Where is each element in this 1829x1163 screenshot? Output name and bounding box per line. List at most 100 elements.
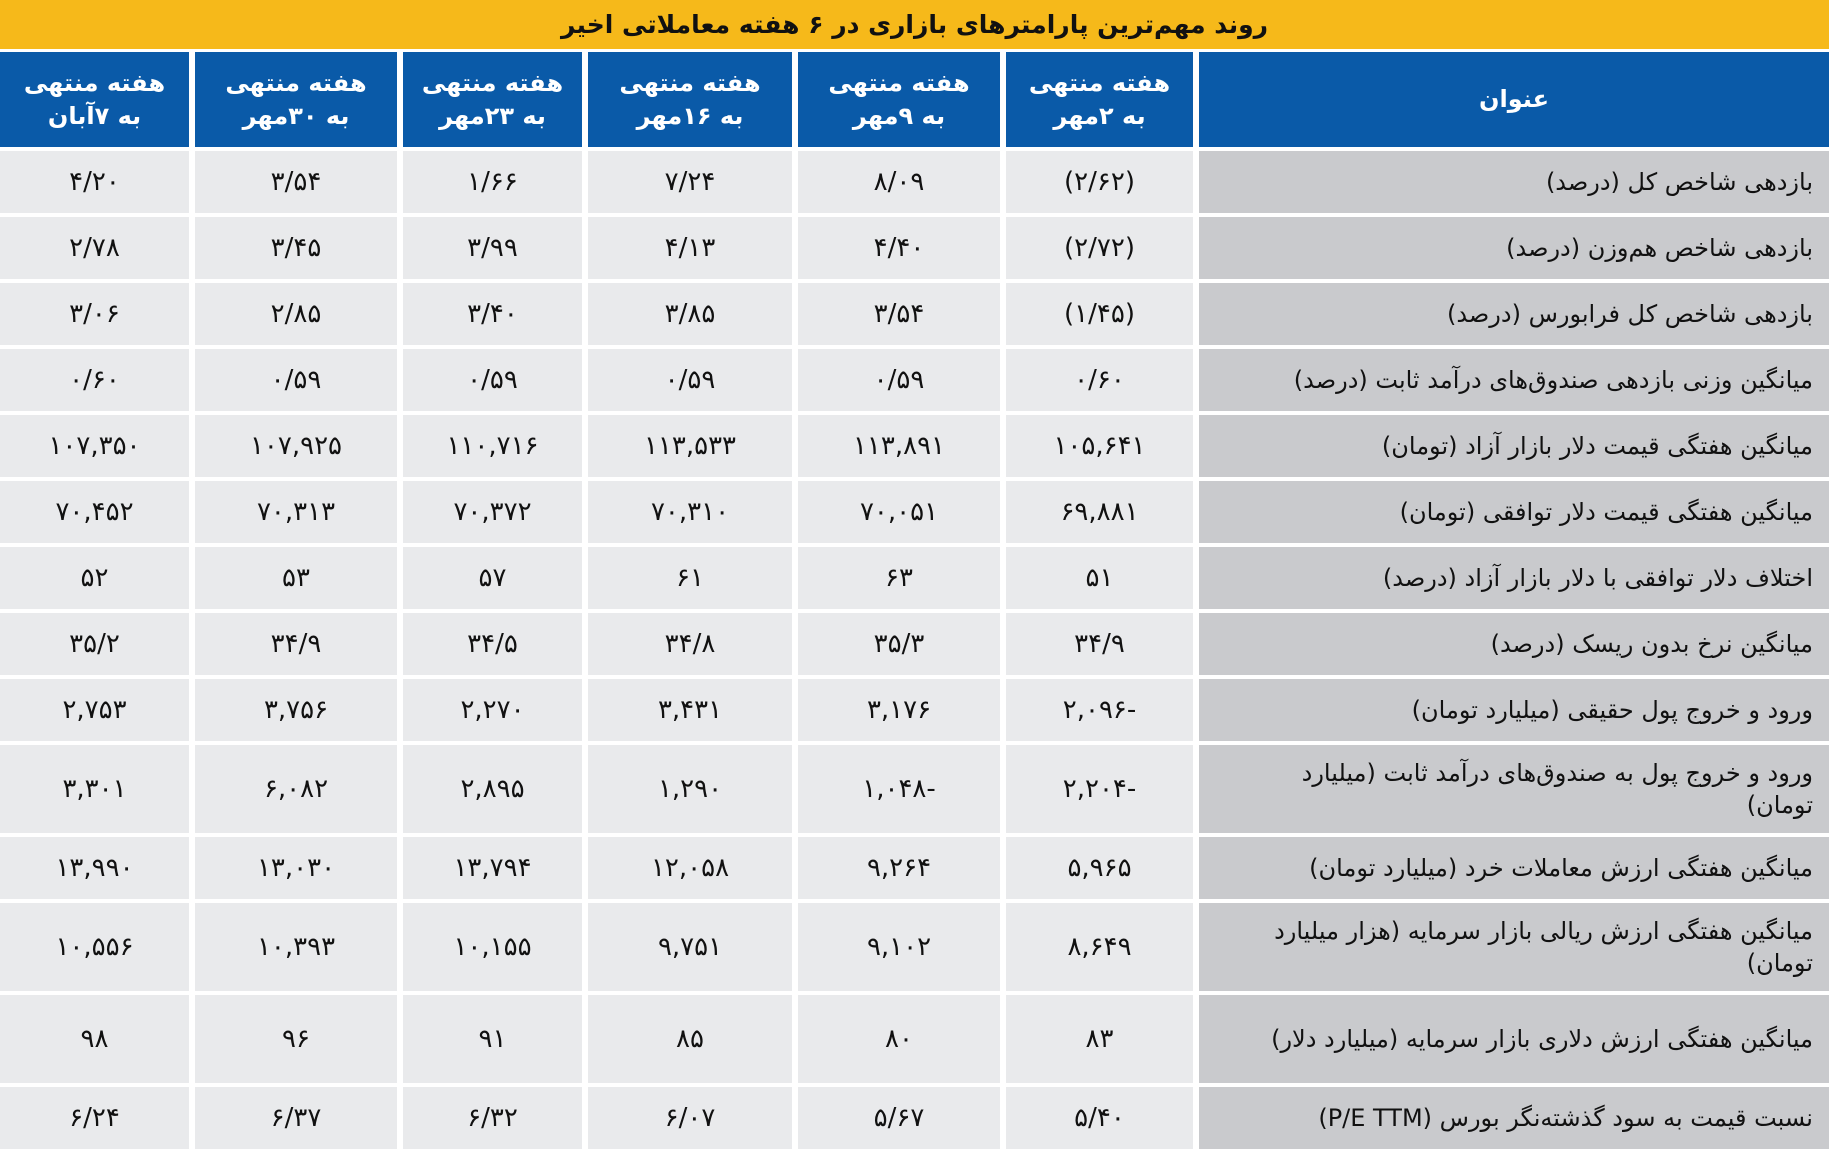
- cell-value: ۱/۶۶: [403, 151, 582, 213]
- cell-value: ۰/۶۰: [0, 349, 189, 411]
- cell-value: ۳/۵۴: [798, 283, 1000, 345]
- cell-value: ۴/۱۳: [588, 217, 792, 279]
- cell-value: ۳/۰۶: [0, 283, 189, 345]
- cell-value: ۲/۷۸: [0, 217, 189, 279]
- cell-value: ۰/۵۹: [403, 349, 582, 411]
- cell-value: -۲,۲۰۴: [1006, 745, 1193, 833]
- row-label: ورود و خروج پول حقیقی (میلیارد تومان): [1199, 679, 1829, 741]
- row-label: میانگین هفتگی قیمت دلار توافقی (تومان): [1199, 481, 1829, 543]
- cell-value: ۵۱: [1006, 547, 1193, 609]
- cell-value: -۱,۰۴۸: [798, 745, 1000, 833]
- cell-value: ۶۹,۸۸۱: [1006, 481, 1193, 543]
- row-label: اختلاف دلار توافقی با دلار بازار آزاد (د…: [1199, 547, 1829, 609]
- cell-value: ۴/۲۰: [0, 151, 189, 213]
- cell-value: ۴/۴۰: [798, 217, 1000, 279]
- table-title: روند مهم‌ترین پارامترهای بازاری در ۶ هفت…: [0, 0, 1829, 49]
- cell-value: ۷۰,۳۷۲: [403, 481, 582, 543]
- cell-value: ۱۱۳,۸۹۱: [798, 415, 1000, 477]
- row-label: بازدهی شاخص کل فرابورس (درصد): [1199, 283, 1829, 345]
- cell-value: ۹,۷۵۱: [588, 903, 792, 991]
- header-week: هفته منتهی به ۲مهر: [1006, 52, 1193, 147]
- cell-value: ۳۴/۹: [1006, 613, 1193, 675]
- cell-value: ۶,۰۸۲: [195, 745, 397, 833]
- row-label: میانگین هفتگی ارزش معاملات خرد (میلیارد …: [1199, 837, 1829, 899]
- row-label: میانگین نرخ بدون ریسک (درصد): [1199, 613, 1829, 675]
- cell-value: ۲,۸۹۵: [403, 745, 582, 833]
- cell-value: ۱۰۷,۳۵۰: [0, 415, 189, 477]
- cell-value: ۳۴/۵: [403, 613, 582, 675]
- cell-value: ۷۰,۰۵۱: [798, 481, 1000, 543]
- cell-value: ۶/۲۴: [0, 1087, 189, 1149]
- cell-value: ۵۲: [0, 547, 189, 609]
- cell-value: ۹۶: [195, 995, 397, 1083]
- cell-value: ۹۱: [403, 995, 582, 1083]
- cell-value: ۵۳: [195, 547, 397, 609]
- cell-value: ۳,۱۷۶: [798, 679, 1000, 741]
- cell-value: ۱۳,۷۹۴: [403, 837, 582, 899]
- cell-value: ۷۰,۴۵۲: [0, 481, 189, 543]
- cell-value: ۵/۴۰: [1006, 1087, 1193, 1149]
- cell-value: ۳۵/۲: [0, 613, 189, 675]
- cell-value: ۶۳: [798, 547, 1000, 609]
- cell-value: -۲,۰۹۶: [1006, 679, 1193, 741]
- cell-value: ۱۱۳,۵۳۳: [588, 415, 792, 477]
- cell-value: ۲,۷۵۳: [0, 679, 189, 741]
- cell-value: ۸۰: [798, 995, 1000, 1083]
- cell-value: ۳,۴۳۱: [588, 679, 792, 741]
- row-label: میانگین هفتگی قیمت دلار بازار آزاد (توما…: [1199, 415, 1829, 477]
- cell-value: ۳,۳۰۱: [0, 745, 189, 833]
- cell-value: ۳/۸۵: [588, 283, 792, 345]
- cell-value: ۰/۵۹: [588, 349, 792, 411]
- cell-value: ۳/۴۵: [195, 217, 397, 279]
- cell-value: ۲/۸۵: [195, 283, 397, 345]
- row-label: میانگین هفتگی ارزش دلاری بازار سرمایه (م…: [1199, 995, 1829, 1083]
- cell-value: ۲,۲۷۰: [403, 679, 582, 741]
- cell-value: ۱۲,۰۵۸: [588, 837, 792, 899]
- cell-value: (۱/۴۵): [1006, 283, 1193, 345]
- row-label: نسبت قیمت به سود گذشته‌نگر بورس (P/E TTM…: [1199, 1087, 1829, 1149]
- row-label: بازدهی شاخص هم‌وزن (درصد): [1199, 217, 1829, 279]
- header-week: هفته منتهی به ۷آبان: [0, 52, 189, 147]
- row-label: میانگین وزنی بازدهی صندوق‌های درآمد ثابت…: [1199, 349, 1829, 411]
- cell-value: ۳,۷۵۶: [195, 679, 397, 741]
- header-week: هفته منتهی به ۲۳مهر: [403, 52, 582, 147]
- cell-value: ۱۳,۹۹۰: [0, 837, 189, 899]
- cell-value: ۹۸: [0, 995, 189, 1083]
- cell-value: ۳۴/۸: [588, 613, 792, 675]
- cell-value: ۶/۳۲: [403, 1087, 582, 1149]
- cell-value: ۳/۴۰: [403, 283, 582, 345]
- cell-value: ۶/۳۷: [195, 1087, 397, 1149]
- cell-value: ۸/۰۹: [798, 151, 1000, 213]
- cell-value: ۹,۲۶۴: [798, 837, 1000, 899]
- cell-value: ۵۷: [403, 547, 582, 609]
- cell-value: ۰/۵۹: [798, 349, 1000, 411]
- cell-value: ۶/۰۷: [588, 1087, 792, 1149]
- cell-value: ۷/۲۴: [588, 151, 792, 213]
- cell-value: ۸۵: [588, 995, 792, 1083]
- cell-value: (۲/۷۲): [1006, 217, 1193, 279]
- cell-value: ۱۰,۳۹۳: [195, 903, 397, 991]
- cell-value: ۱۱۰,۷۱۶: [403, 415, 582, 477]
- cell-value: ۰/۵۹: [195, 349, 397, 411]
- cell-value: ۱۰۵,۶۴۱: [1006, 415, 1193, 477]
- cell-value: ۶۱: [588, 547, 792, 609]
- cell-value: ۳۴/۹: [195, 613, 397, 675]
- row-label: بازدهی شاخص کل (درصد): [1199, 151, 1829, 213]
- cell-value: ۵,۹۶۵: [1006, 837, 1193, 899]
- header-week: هفته منتهی به ۳۰مهر: [195, 52, 397, 147]
- cell-value: ۵/۶۷: [798, 1087, 1000, 1149]
- cell-value: ۰/۶۰: [1006, 349, 1193, 411]
- cell-value: ۳/۵۴: [195, 151, 397, 213]
- cell-value: ۷۰,۳۱۳: [195, 481, 397, 543]
- cell-value: ۳۵/۳: [798, 613, 1000, 675]
- cell-value: ۳/۹۹: [403, 217, 582, 279]
- row-label: ورود و خروج پول به صندوق‌های درآمد ثابت …: [1199, 745, 1829, 833]
- header-title: عنوان: [1199, 52, 1829, 147]
- cell-value: ۱۰,۵۵۶: [0, 903, 189, 991]
- cell-value: ۱۳,۰۳۰: [195, 837, 397, 899]
- cell-value: ۱,۲۹۰: [588, 745, 792, 833]
- cell-value: ۱۰,۱۵۵: [403, 903, 582, 991]
- cell-value: (۲/۶۲): [1006, 151, 1193, 213]
- cell-value: ۷۰,۳۱۰: [588, 481, 792, 543]
